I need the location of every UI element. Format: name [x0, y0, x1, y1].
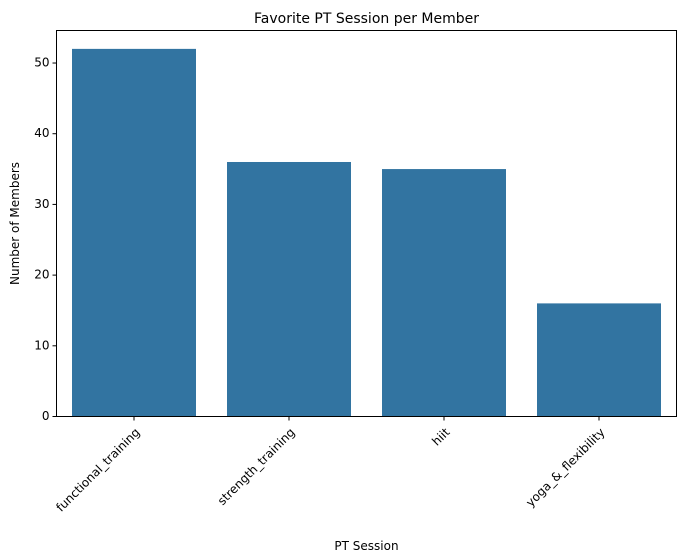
bars-group: [72, 48, 661, 417]
x-axis-label: PT Session: [334, 539, 398, 553]
y-tick-label: 30: [34, 197, 49, 211]
y-tick-label: 20: [34, 268, 49, 282]
x-tick-label: functional_training: [53, 425, 142, 514]
y-axis-label: Number of Members: [8, 162, 22, 285]
bar-hiit: [382, 169, 506, 417]
y-tick-label: 40: [34, 126, 49, 140]
x-tick-label: hiit: [429, 425, 453, 449]
y-tick-label: 0: [42, 409, 50, 423]
x-tick-label: strength_training: [215, 425, 298, 508]
bar-functional_training: [72, 48, 196, 417]
x-tick-label: yoga_&_flexibility: [523, 425, 607, 509]
y-tick-label: 10: [34, 338, 49, 352]
bar-yoga_&_flexibility: [537, 303, 661, 417]
plot-area-frame: [56, 30, 677, 417]
y-axis-ticks: 0 10 20 30 40 50: [34, 56, 57, 423]
chart-title: Favorite PT Session per Member: [254, 11, 479, 27]
x-axis-ticks: functional_training strength_training hiit…: [53, 416, 608, 514]
bar-strength_training: [227, 161, 351, 417]
y-tick-label: 50: [34, 56, 49, 70]
